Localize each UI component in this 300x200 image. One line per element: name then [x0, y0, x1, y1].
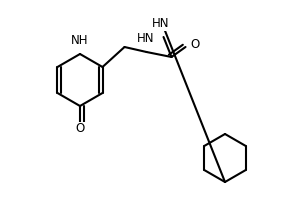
Text: O: O: [190, 38, 200, 50]
Text: HN: HN: [137, 32, 154, 45]
Text: NH: NH: [71, 34, 89, 47]
Text: O: O: [75, 122, 85, 136]
Text: HN: HN: [152, 17, 169, 30]
